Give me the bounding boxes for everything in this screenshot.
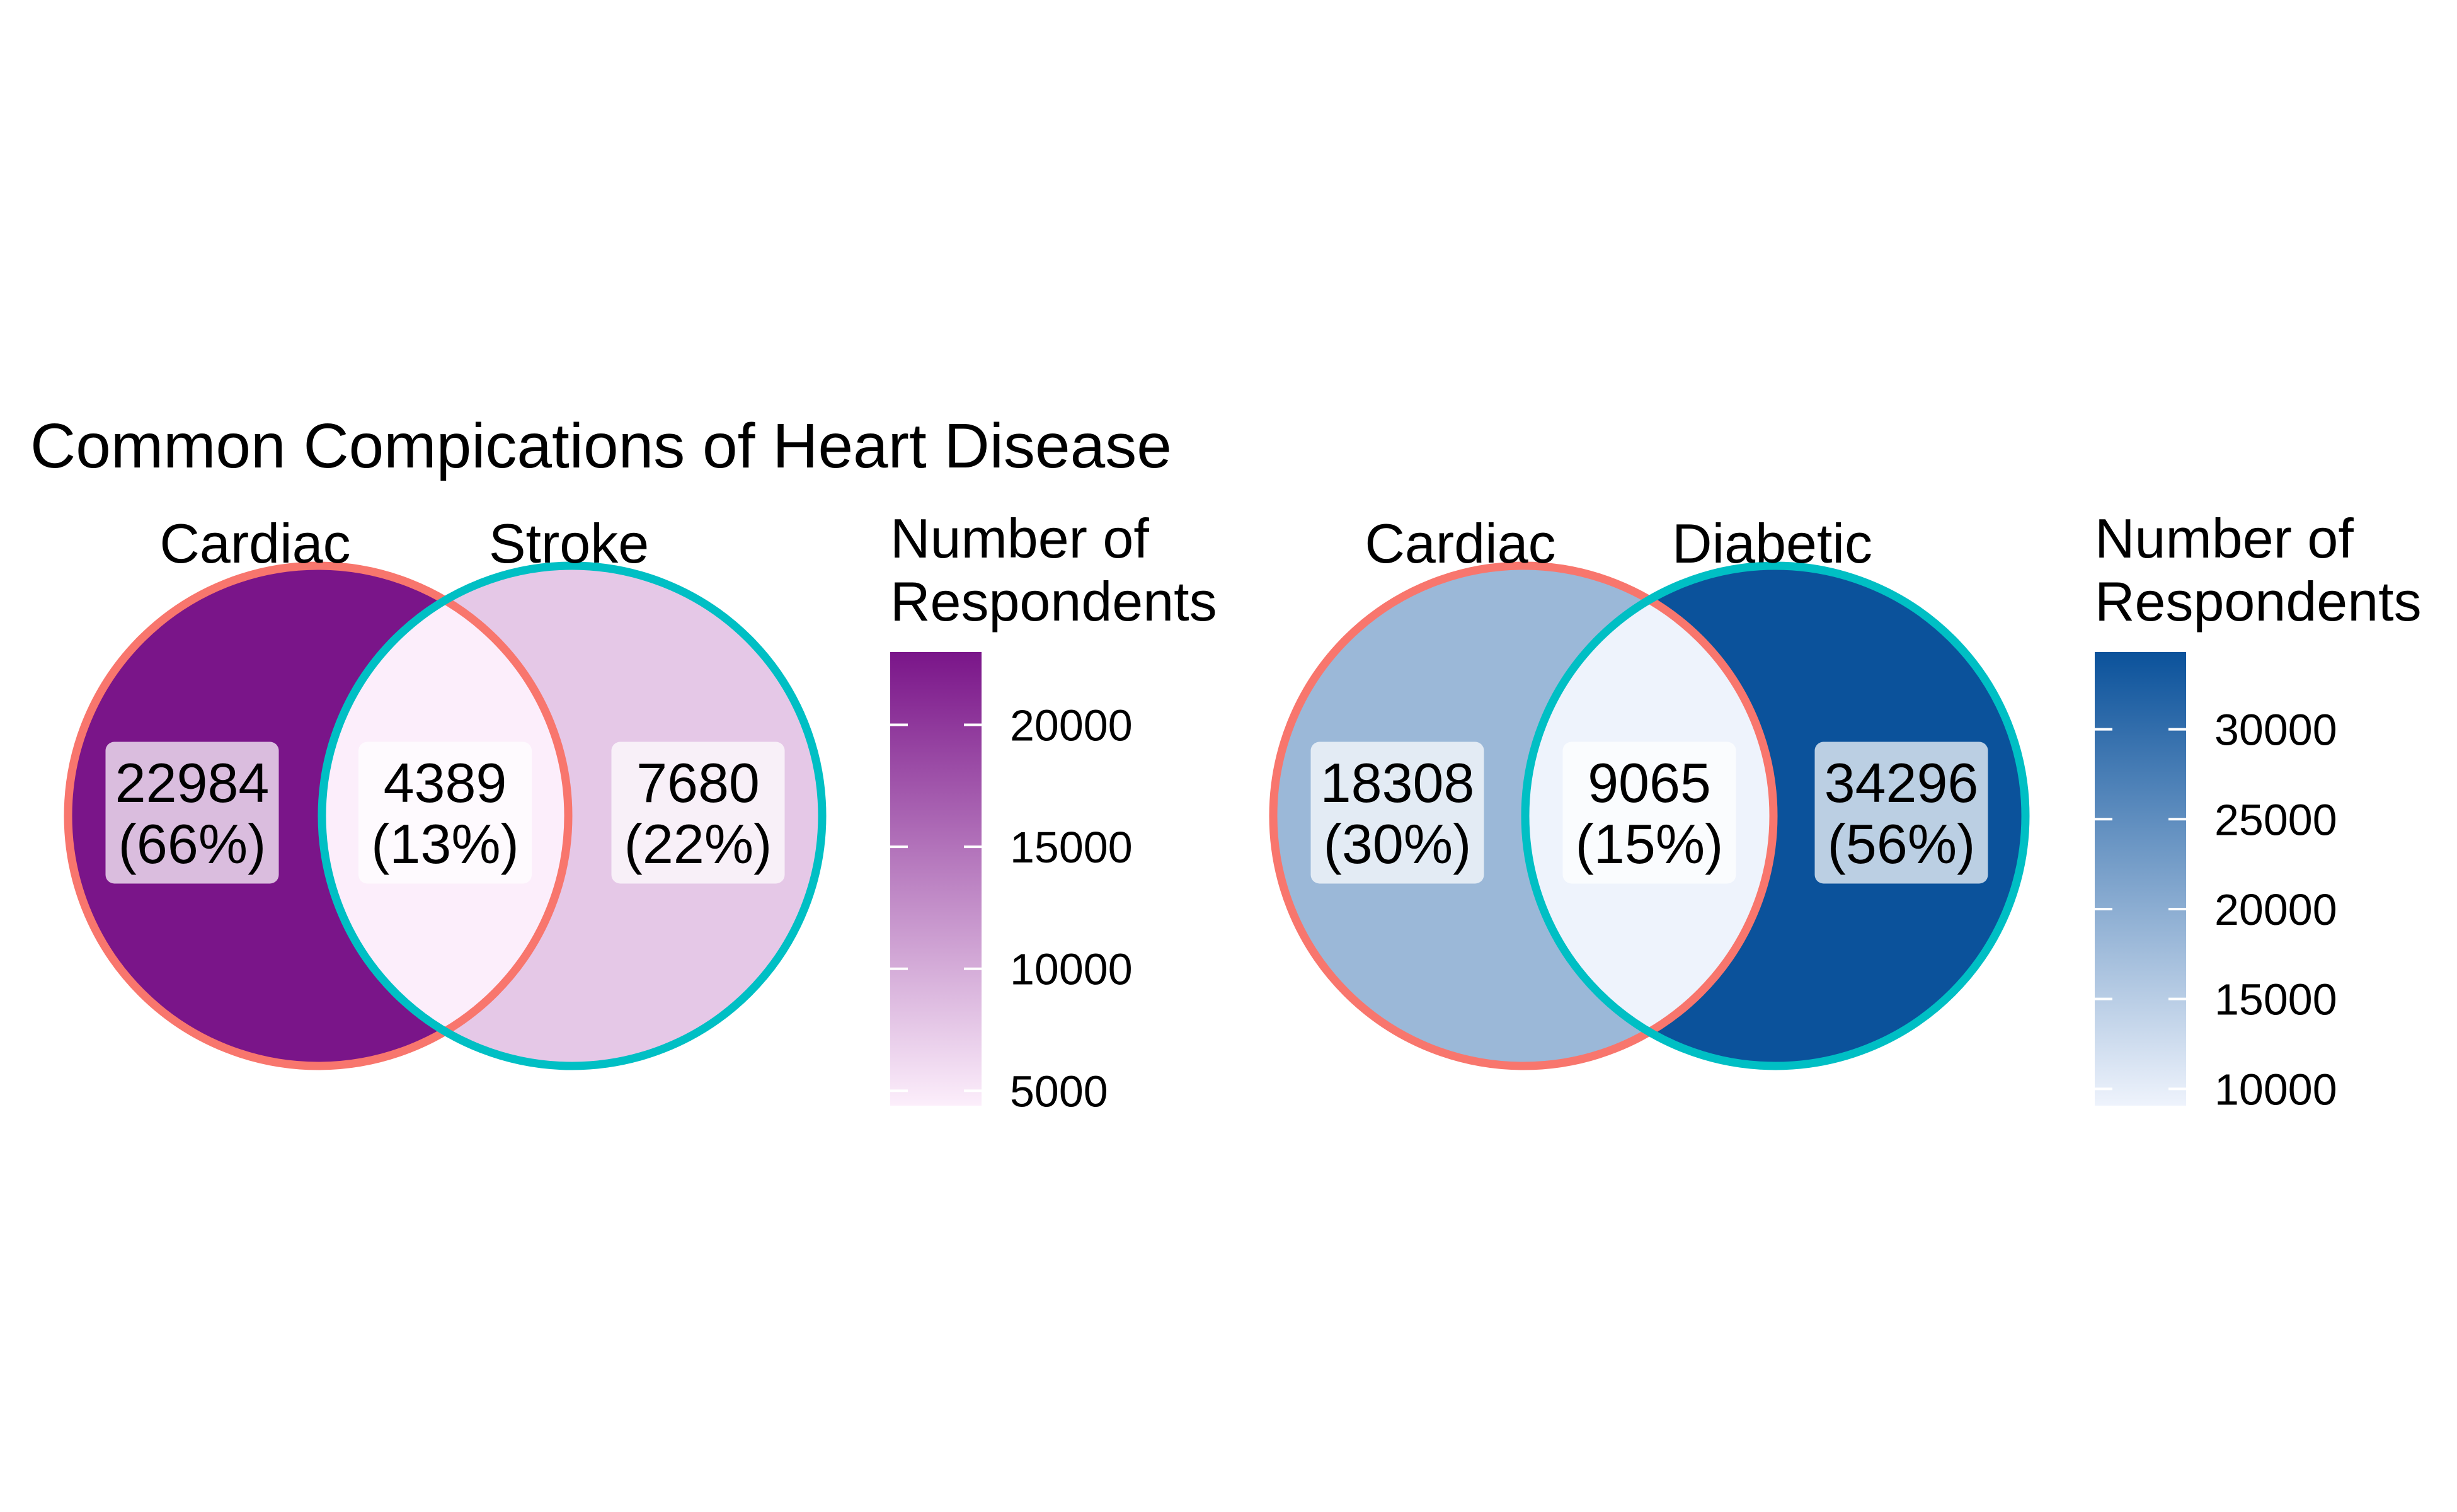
legend-title-line: Respondents <box>2095 570 2422 633</box>
set-outline-stroke <box>318 561 827 1070</box>
region-percent: (22%) <box>624 813 772 875</box>
legend-title-line: Number of <box>890 507 1149 570</box>
label-box <box>1814 742 1988 884</box>
region-percent: (15%) <box>1576 813 1724 875</box>
label-box <box>611 742 785 884</box>
label-box <box>358 742 532 884</box>
set-outline-diabetic <box>1521 561 2030 1070</box>
label-intersection: 4389(13%) <box>358 742 532 884</box>
figure-title: Common Compications of Heart Disease <box>30 411 1172 481</box>
region-count: 9065 <box>1588 752 1711 814</box>
label-box <box>1310 742 1484 884</box>
region-intersection <box>1525 566 1773 1066</box>
legend-title-line: Number of <box>2095 507 2354 570</box>
legend-title-line: Respondents <box>890 570 1217 633</box>
legend-colorbar <box>890 652 982 1106</box>
region-percent: (30%) <box>1324 813 1472 875</box>
label-intersection: 9065(15%) <box>1562 742 1736 884</box>
legend-tick-label: 10000 <box>2214 1065 2337 1114</box>
set-label-cardiac: Cardiac <box>1365 512 1555 575</box>
set-label-diabetic: Diabetic <box>1672 512 1872 575</box>
label-cardiac-only: 18308(30%) <box>1310 742 1484 884</box>
legend-tick-label: 20000 <box>2214 885 2337 934</box>
label-cardiac-only: 22984(66%) <box>105 742 279 884</box>
legend-tick-label: 25000 <box>2214 795 2337 844</box>
region-count: 18308 <box>1320 752 1475 814</box>
legend-tick-label: 15000 <box>1010 823 1133 872</box>
legend-colorbar <box>2095 652 2186 1106</box>
venn-panel-2: Cardiac Diabetic18308(30%)9065(15%)34296(… <box>1269 507 2422 1114</box>
legend-tick-label: 5000 <box>1010 1067 1108 1116</box>
region-count: 34296 <box>1824 752 1979 814</box>
set-outline-cardiac <box>64 561 573 1070</box>
set-label-stroke: Stroke <box>489 512 649 575</box>
label-diabetic-only: 34296(56%) <box>1814 742 1988 884</box>
label-box <box>105 742 279 884</box>
region-intersection <box>322 566 568 1066</box>
legend-tick-label: 15000 <box>2214 975 2337 1024</box>
region-count: 7680 <box>636 752 760 814</box>
region-percent: (13%) <box>371 813 519 875</box>
region-percent: (66%) <box>118 813 266 875</box>
region-percent: (56%) <box>1828 813 1976 875</box>
set-label-cardiac: Cardiac <box>159 512 350 575</box>
venn-panel-1: Cardiac Stroke 22984(66%) 4389(13%) 7680(22%… <box>64 507 1217 1116</box>
legend-tick-label: 30000 <box>2214 706 2337 755</box>
legend-tick-label: 20000 <box>1010 701 1133 750</box>
region-count: 4389 <box>384 752 507 814</box>
region-count: 22984 <box>115 752 270 814</box>
legend-tick-label: 10000 <box>1010 945 1133 994</box>
label-stroke-only: 7680(22%) <box>611 742 785 884</box>
set-outline-cardiac <box>1269 561 1778 1070</box>
label-box <box>1562 742 1736 884</box>
